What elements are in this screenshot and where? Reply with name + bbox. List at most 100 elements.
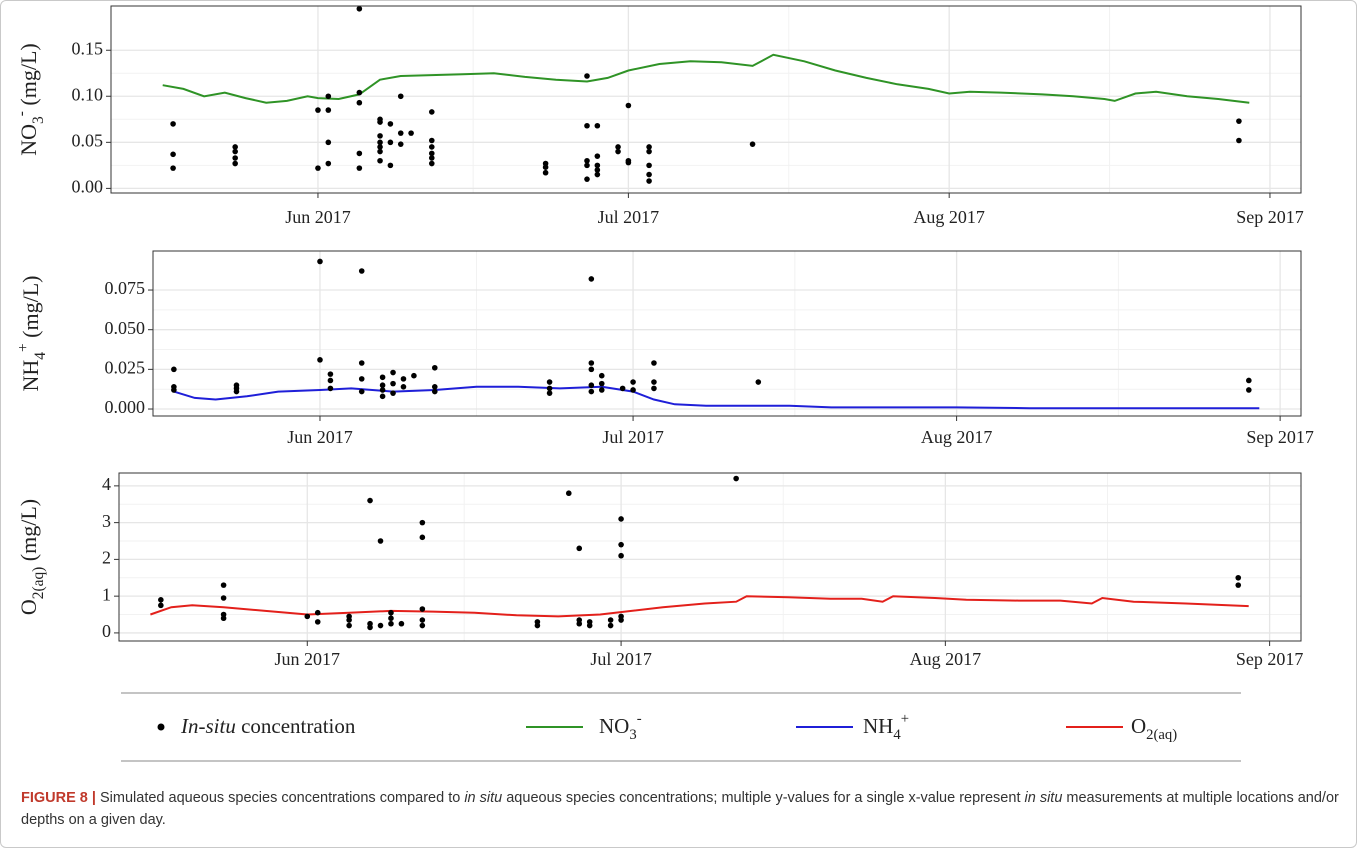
x-tick-label: Aug 2017: [910, 649, 982, 669]
data-point: [1235, 582, 1242, 588]
data-point: [646, 148, 652, 155]
data-point: [379, 374, 386, 381]
data-point: [388, 620, 394, 627]
data-point: [367, 497, 373, 504]
data-point: [315, 107, 321, 113]
data-point: [377, 538, 384, 544]
data-point: [646, 162, 652, 169]
y-tick-label: 2: [102, 548, 111, 568]
data-point: [594, 171, 601, 178]
data-point: [431, 364, 438, 371]
y-axis-label: NH4+ (mg/L): [15, 276, 49, 392]
data-point: [377, 622, 384, 629]
data-point: [588, 382, 595, 389]
data-point: [400, 376, 407, 382]
data-point: [408, 130, 414, 136]
plot-background: [153, 251, 1301, 416]
data-point: [584, 122, 590, 129]
chart: In-situ concentration NO3- NH4+ O2(aq) 0…: [13, 5, 1314, 762]
data-point: [317, 258, 323, 265]
data-point: [377, 133, 383, 139]
data-point: [594, 162, 601, 169]
y-axis-label: NO3- (mg/L): [13, 43, 47, 155]
data-point: [651, 379, 657, 385]
data-point: [594, 153, 601, 159]
data-point: [588, 276, 595, 282]
data-point: [171, 387, 177, 393]
data-point: [428, 144, 435, 150]
data-point: [749, 141, 756, 147]
data-point: [390, 390, 396, 396]
data-point: [594, 122, 601, 129]
data-point: [232, 155, 238, 161]
data-point: [158, 602, 164, 609]
data-point: [419, 606, 426, 612]
data-point: [576, 620, 583, 627]
data-point: [327, 371, 334, 377]
caption-text: in situ: [464, 790, 503, 806]
data-point: [618, 541, 624, 548]
caption-label: FIGURE 8 |: [21, 790, 96, 806]
data-point: [379, 393, 386, 400]
x-tick-label: Aug 2017: [921, 427, 993, 447]
data-point: [630, 379, 636, 385]
data-point: [542, 164, 549, 171]
data-point: [171, 366, 177, 373]
data-point: [170, 151, 176, 158]
data-line: [162, 53, 1250, 104]
data-point: [377, 157, 383, 164]
data-point: [419, 519, 426, 526]
y-tick-label: 0.050: [105, 318, 146, 338]
data-point: [594, 167, 601, 173]
y-tick-label: 3: [102, 511, 111, 531]
data-point: [618, 617, 624, 623]
data-point: [607, 622, 614, 629]
y-tick-label: 0.00: [72, 177, 104, 197]
data-point: [598, 372, 605, 379]
data-point: [419, 617, 426, 623]
x-tick-label: Sep 2017: [1246, 427, 1314, 447]
data-point: [377, 144, 383, 150]
data-point: [419, 534, 426, 541]
data-line: [150, 595, 1249, 618]
data-point: [367, 624, 373, 631]
plot-background: [119, 473, 1301, 641]
data-point: [388, 609, 394, 616]
data-point: [431, 388, 438, 395]
data-point: [618, 516, 624, 522]
caption-text: measurements at multiple locations and/o…: [21, 790, 1339, 828]
data-point: [428, 109, 435, 115]
data-point: [625, 159, 632, 166]
data-point: [356, 89, 363, 96]
data-point: [377, 148, 383, 155]
x-tick-label: Jun 2017: [285, 207, 351, 227]
data-point: [232, 148, 238, 155]
y-axis-label: O2(aq) (mg/L): [16, 499, 47, 615]
x-tick-label: Sep 2017: [1236, 207, 1304, 227]
x-tick-label: Jul 2017: [598, 207, 660, 227]
data-point: [534, 622, 541, 629]
data-point: [390, 369, 396, 376]
data-point: [584, 162, 590, 169]
data-point: [358, 268, 365, 274]
legend-label: In-situ concentration: [180, 714, 356, 738]
data-point: [584, 73, 590, 79]
data-point: [431, 384, 438, 390]
data-point: [315, 165, 321, 171]
data-point: [428, 160, 435, 167]
legend-symbol: [157, 723, 165, 731]
x-tick-label: Jun 2017: [287, 427, 353, 447]
data-point: [646, 171, 652, 178]
data-point: [356, 99, 363, 106]
data-point: [1235, 574, 1242, 581]
x-tick-label: Jun 2017: [275, 649, 341, 669]
caption-text: aqueous species concentrations; multiple…: [502, 790, 1025, 806]
y-tick-label: 1: [102, 584, 111, 604]
data-line: [173, 385, 1260, 410]
data-point: [419, 622, 426, 629]
data-point: [325, 139, 332, 146]
data-point: [586, 622, 593, 629]
caption-text: Simulated aqueous species concentrations…: [95, 790, 465, 806]
data-point: [314, 619, 321, 625]
data-point: [379, 382, 386, 389]
